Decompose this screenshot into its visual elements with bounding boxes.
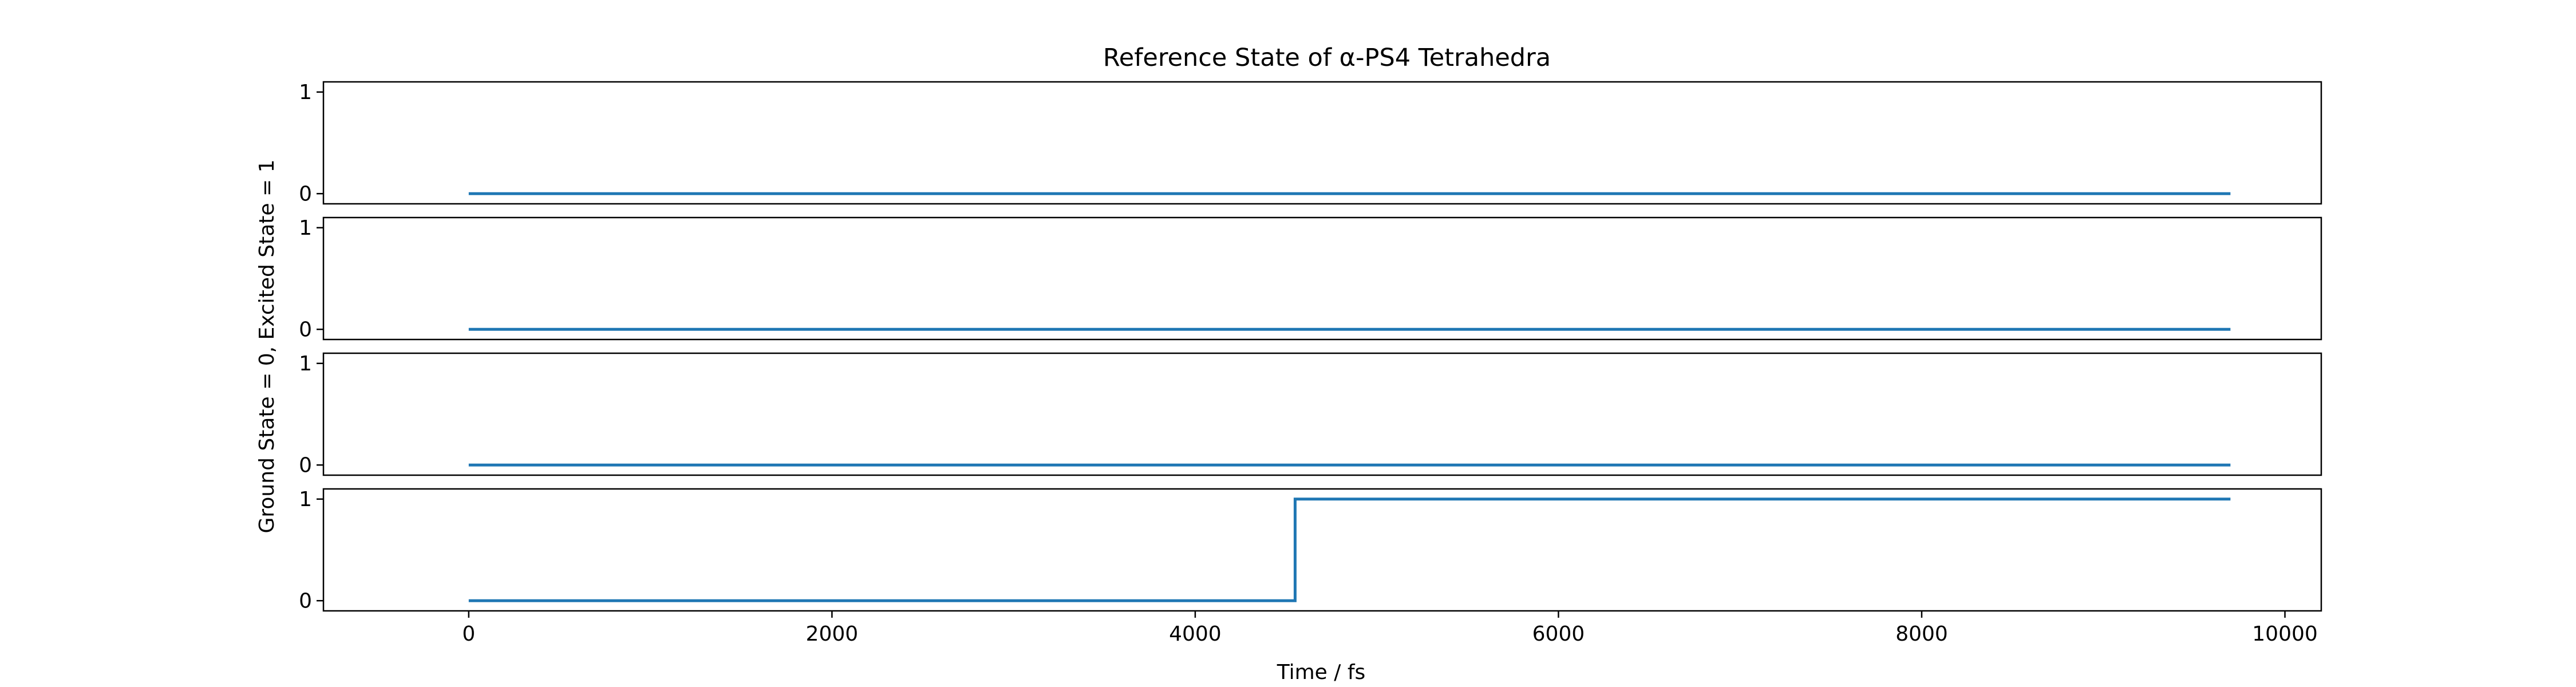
subplot-frame	[322, 488, 2322, 612]
x-tick-label: 8000	[1895, 622, 1948, 646]
subplot-1: 01	[299, 81, 2322, 206]
x-axis-label: Time / fs	[1277, 661, 1366, 684]
y-tick-label: 0	[299, 182, 312, 206]
x-axis: 0 2000 4000 6000 8000 10000	[462, 611, 2318, 646]
x-tick-label: 6000	[1532, 622, 1585, 646]
y-tick-label: 1	[299, 488, 312, 511]
subplot-4: 01	[299, 488, 2322, 613]
subplot-frame	[322, 81, 2322, 205]
x-tick-label: 4000	[1169, 622, 1222, 646]
y-axis-label: Ground State = 0, Excited State = 1	[255, 159, 279, 533]
x-tick-label: 2000	[806, 622, 859, 646]
y-tick-label: 0	[299, 318, 312, 341]
chart-title: Reference State of α-PS4 Tetrahedra	[1103, 44, 1551, 72]
y-tick-label: 0	[299, 589, 312, 613]
y-tick-label: 0	[299, 453, 312, 477]
subplot-2: 01	[299, 216, 2322, 341]
y-tick-label: 1	[299, 81, 312, 104]
y-tick-label: 1	[299, 352, 312, 376]
x-tick-label: 0	[462, 622, 475, 646]
subplot-frame	[322, 216, 2322, 341]
series-line-4	[468, 498, 2231, 602]
y-tick-label: 1	[299, 216, 312, 240]
x-tick-label: 10000	[2252, 622, 2318, 646]
subplot-frame	[322, 352, 2322, 476]
subplot-3: 01	[299, 352, 2322, 477]
